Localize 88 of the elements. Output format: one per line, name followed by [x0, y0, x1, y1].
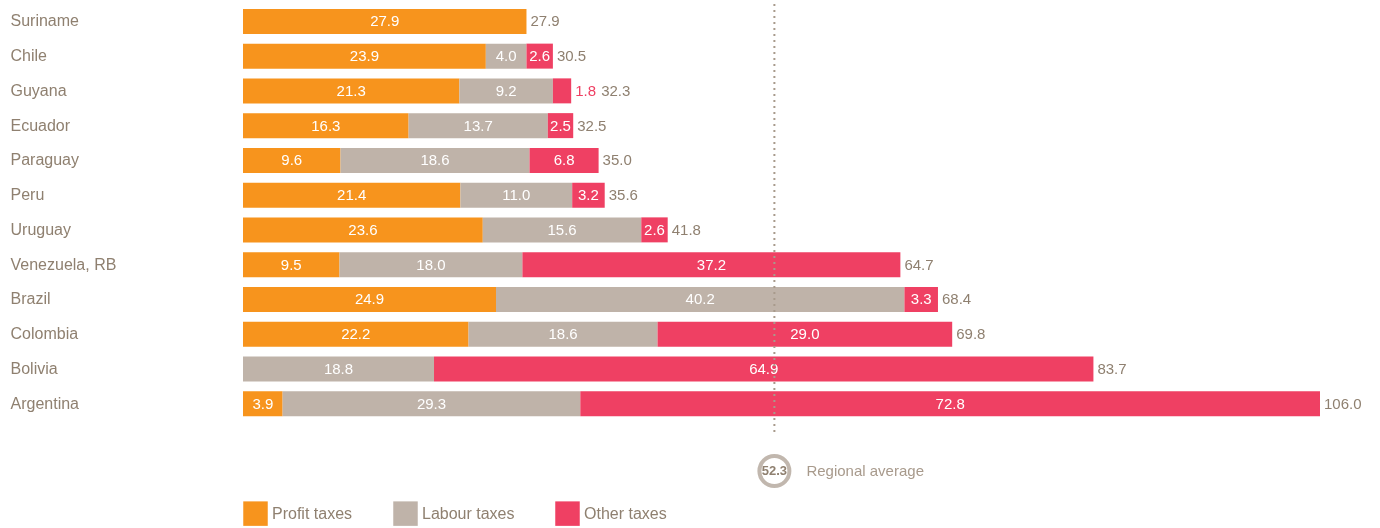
- data-label: 1.8: [575, 81, 597, 99]
- data-label: 23.6: [348, 220, 378, 238]
- data-label: 40.2: [685, 290, 715, 308]
- data-label: 24.9: [354, 290, 385, 308]
- bar: [243, 43, 486, 69]
- bar: [552, 78, 572, 104]
- data-label: 2.6: [644, 220, 665, 238]
- data-label: 18.6: [548, 325, 578, 343]
- data-label: 15.6: [547, 220, 577, 238]
- total-label: 83.7: [1097, 359, 1127, 377]
- bar: [339, 252, 523, 278]
- bar: [340, 147, 530, 173]
- total-label: 41.8: [671, 220, 701, 238]
- bar: [495, 286, 905, 312]
- total-label: 35.6: [608, 186, 638, 204]
- data-label: 18.8: [323, 359, 354, 377]
- y-tick-label: Guyana: [10, 81, 67, 99]
- bar: [243, 113, 409, 139]
- bar: [468, 321, 658, 347]
- bar: [243, 78, 460, 104]
- bar: [522, 252, 901, 278]
- data-label: 64.9: [749, 359, 779, 377]
- y-tick-label: Colombia: [10, 325, 79, 343]
- total-label: 30.5: [556, 47, 587, 65]
- y-tick-label: Suriname: [10, 12, 80, 30]
- data-label: 6.8: [553, 151, 575, 169]
- data-label: 29.3: [416, 394, 447, 412]
- y-tick-label: Bolivia: [10, 359, 58, 377]
- data-label: 9.6: [281, 151, 303, 169]
- data-label: 72.8: [935, 394, 965, 412]
- data-label: 18.6: [420, 151, 450, 169]
- data-label: 29.0: [790, 325, 820, 343]
- total-label: 69.8: [956, 325, 986, 343]
- y-tick-label: Venezuela, RB: [10, 255, 117, 273]
- bar: [243, 252, 340, 278]
- bar: [657, 321, 953, 347]
- data-label: 2.5: [550, 116, 571, 134]
- bar: [243, 8, 527, 34]
- bar: [282, 391, 581, 417]
- bar: [408, 113, 548, 139]
- data-label: 22.2: [341, 325, 371, 343]
- legend-label: Profit taxes: [272, 504, 353, 522]
- bar: [459, 78, 553, 104]
- data-label: 9.2: [495, 81, 517, 99]
- total-label: 106.0: [1324, 394, 1362, 412]
- total-label: 35.0: [602, 151, 632, 169]
- data-label: 11.0: [502, 186, 531, 204]
- data-label: 27.9: [370, 12, 400, 30]
- total-label: 64.7: [904, 255, 934, 273]
- y-tick-label: Chile: [10, 47, 48, 65]
- bar: [243, 356, 435, 382]
- data-label: 23.9: [349, 47, 380, 65]
- y-tick-label: Paraguay: [10, 151, 79, 169]
- data-label: 3.3: [910, 290, 932, 308]
- text: 52.3: [761, 463, 788, 478]
- y-tick-label: Brazil: [10, 290, 51, 308]
- total-label: 32.5: [577, 116, 607, 134]
- data-label: 37.2: [696, 255, 726, 273]
- legend-label: Regional average: [806, 462, 924, 479]
- total-label: 68.4: [941, 290, 972, 308]
- data-label: 18.0: [416, 255, 446, 273]
- bar: [243, 147, 341, 173]
- legend-label: Labour taxes: [422, 504, 515, 522]
- bar: [434, 356, 1094, 382]
- data-label: 4.0: [495, 47, 517, 65]
- bar: [243, 286, 496, 312]
- bar: [482, 217, 642, 243]
- bar: [529, 147, 599, 173]
- data-label: 3.9: [252, 394, 274, 412]
- data-label: 16.3: [311, 116, 341, 134]
- bar: [243, 321, 469, 347]
- data-label: 13.7: [463, 116, 493, 134]
- y-tick-label: Peru: [10, 186, 45, 204]
- bar: [243, 217, 483, 243]
- y-tick-label: Argentina: [10, 394, 80, 412]
- bar: [243, 182, 461, 208]
- data-label: 9.5: [280, 255, 302, 273]
- data-label: 2.6: [529, 47, 551, 65]
- total-label: 32.3: [601, 81, 631, 99]
- data-label: 21.3: [336, 81, 366, 99]
- bar: [580, 391, 1320, 417]
- total-label: 27.9: [530, 12, 560, 30]
- data-label: 3.2: [578, 186, 599, 204]
- y-tick-label: Ecuador: [10, 116, 71, 134]
- y-tick-label: Uruguay: [10, 220, 71, 238]
- legend-label: Other taxes: [584, 504, 667, 522]
- data-label: 21.4: [337, 186, 367, 204]
- bar: [460, 182, 573, 208]
